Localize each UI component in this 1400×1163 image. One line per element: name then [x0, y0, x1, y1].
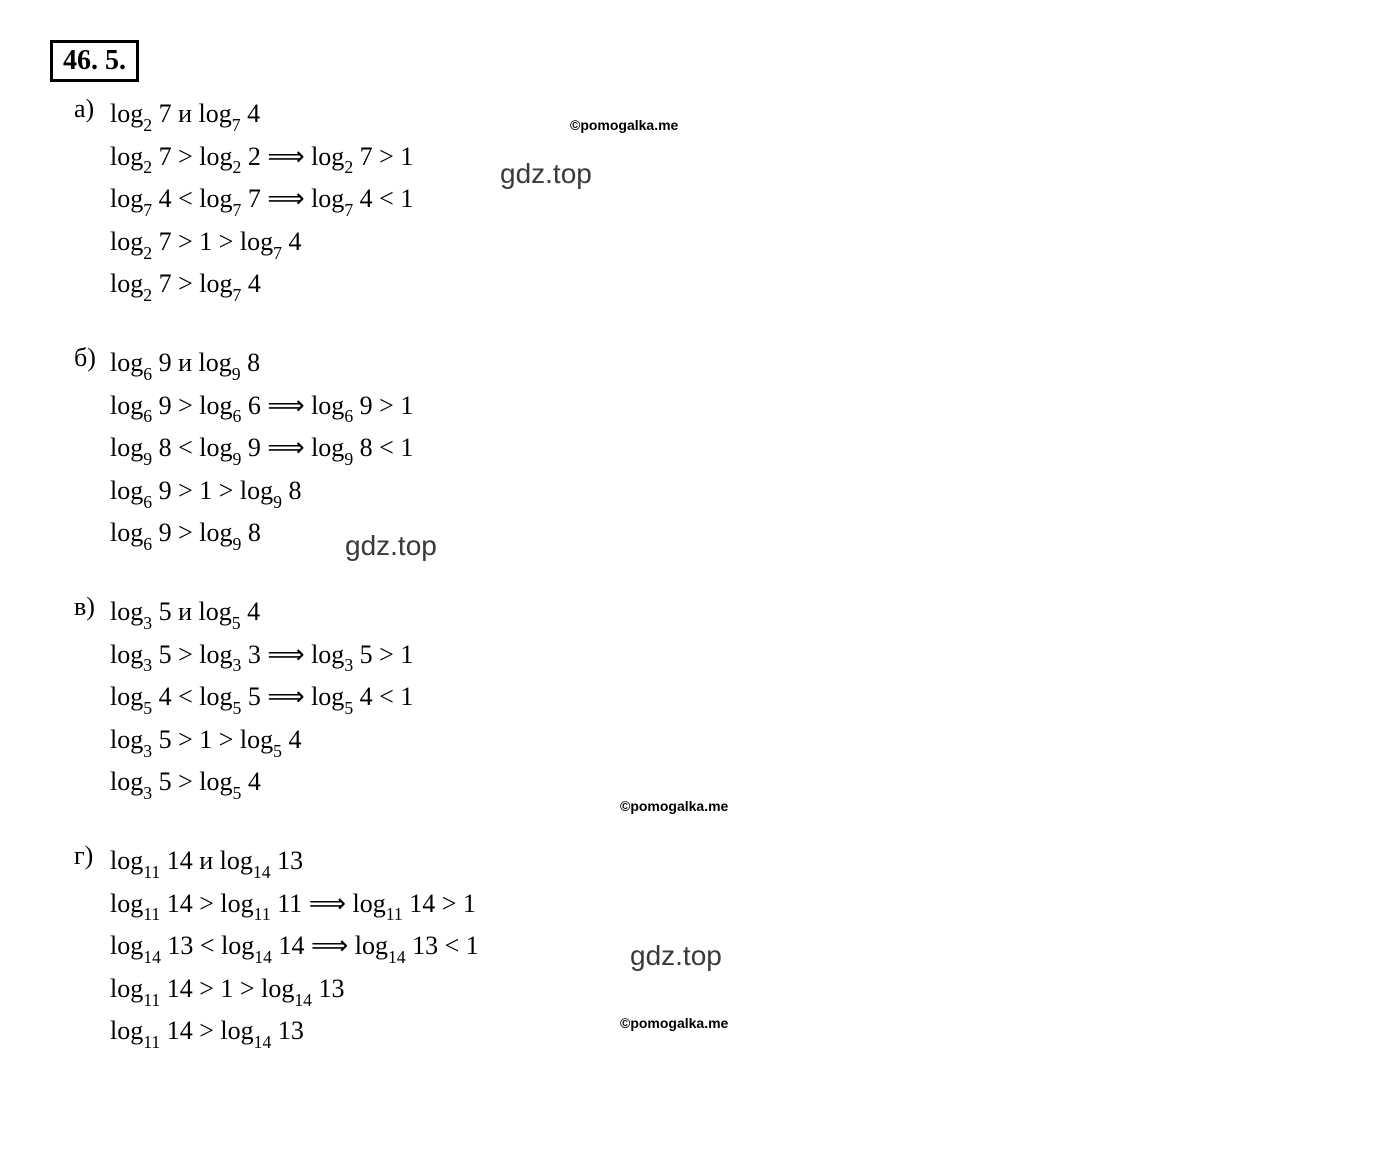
math-line: log11 14 и log14 13 [110, 841, 1350, 884]
parts-container: а) log2 7 и log7 4log2 7 > log2 2 ⟹ log2 … [50, 94, 1350, 1054]
math-line: log6 9 и log9 8 [110, 343, 1350, 386]
math-line: log2 7 > log7 4 [110, 264, 1350, 307]
math-line: log9 8 < log9 9 ⟹ log9 8 < 1 [110, 428, 1350, 471]
math-line: log6 9 > log9 8 [110, 513, 1350, 556]
math-line: log14 13 < log14 14 ⟹ log14 13 < 1 [110, 926, 1350, 969]
math-line: log6 9 > log6 6 ⟹ log6 9 > 1 [110, 386, 1350, 429]
part-1: б)log6 9 и log9 8log6 9 > log6 6 ⟹ log6 … [110, 343, 1350, 556]
part-2: в)log3 5 и log5 4log3 5 > log3 3 ⟹ log3 … [110, 592, 1350, 805]
watermark-copyright: ©pomogalka.me [620, 1015, 728, 1031]
math-line: log3 5 и log5 4 [110, 592, 1350, 635]
math-line: log2 7 > 1 > log7 4 [110, 222, 1350, 265]
watermark-copyright: ©pomogalka.me [570, 117, 678, 133]
math-line: log3 5 > 1 > log5 4 [110, 720, 1350, 763]
math-line: log3 5 > log5 4 [110, 762, 1350, 805]
watermark-site: gdz.top [630, 940, 722, 972]
math-line: log6 9 > 1 > log9 8 [110, 471, 1350, 514]
watermark-site: gdz.top [500, 158, 592, 190]
math-line: log2 7 > log2 2 ⟹ log2 7 > 1 [110, 137, 1350, 180]
part-label: а) [74, 94, 94, 124]
part-0: а)log2 7 и log7 4log2 7 > log2 2 ⟹ log2 … [110, 94, 1350, 307]
part-3: г)log11 14 и log14 13log11 14 > log11 11… [110, 841, 1350, 1054]
watermark-site: gdz.top [345, 530, 437, 562]
part-label: в) [74, 592, 95, 622]
math-line: log2 7 и log7 4 [110, 94, 1350, 137]
part-label: б) [74, 343, 96, 373]
math-line: log11 14 > log14 13 [110, 1011, 1350, 1054]
math-line: log3 5 > log3 3 ⟹ log3 5 > 1 [110, 635, 1350, 678]
problem-number: 46. 5. [50, 40, 139, 82]
math-line: log11 14 > log11 11 ⟹ log11 14 > 1 [110, 884, 1350, 927]
watermark-copyright: ©pomogalka.me [620, 798, 728, 814]
math-line: log7 4 < log7 7 ⟹ log7 4 < 1 [110, 179, 1350, 222]
part-label: г) [74, 841, 93, 871]
math-line: log5 4 < log5 5 ⟹ log5 4 < 1 [110, 677, 1350, 720]
math-line: log11 14 > 1 > log14 13 [110, 969, 1350, 1012]
